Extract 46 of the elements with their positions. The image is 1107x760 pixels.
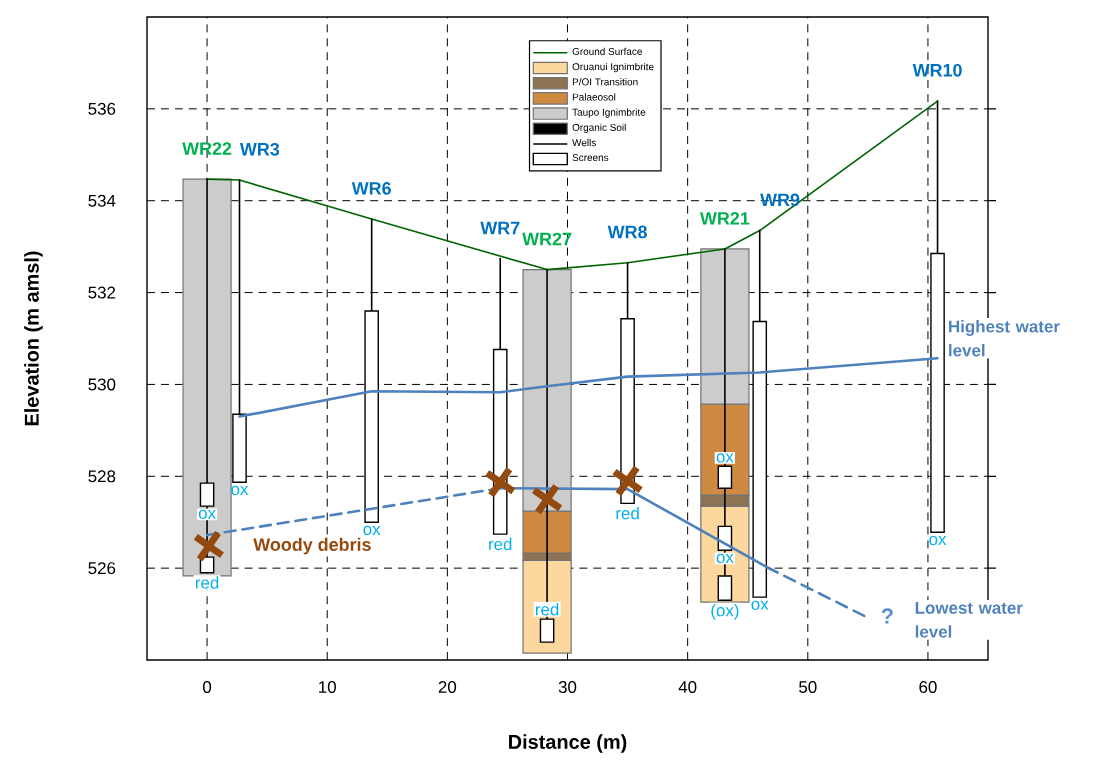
data-label: ox <box>716 453 734 463</box>
series-label: Woody debris <box>253 537 371 555</box>
y-tick-label: 534 <box>88 194 116 207</box>
y-tick-label: 536 <box>88 102 116 115</box>
data-label: ox <box>198 509 216 519</box>
annotation: WR21 <box>700 212 750 225</box>
x-tick-label: 30 <box>558 681 577 694</box>
x-tick-label: 20 <box>438 681 457 694</box>
annotation: WR3 <box>239 142 280 156</box>
legend-label: P/OI Transition <box>572 78 638 86</box>
y-axis-title: Elevation (m amsl) <box>24 251 43 426</box>
x-axis-title: Distance (m) <box>509 734 627 753</box>
y-tick-label: 532 <box>88 286 116 299</box>
annotation: ? <box>881 608 893 624</box>
data-label: ox <box>929 535 947 546</box>
x-tick-label: 50 <box>799 681 817 694</box>
legend-label: Organic Soil <box>572 123 626 133</box>
data-label: ox <box>716 553 734 564</box>
legend-label: Screens <box>572 154 609 162</box>
legend-label: Palaeosol <box>572 93 616 101</box>
data-label: (ox) <box>711 603 739 620</box>
x-tick-label: 10 <box>319 681 336 694</box>
data-label: ox <box>751 600 769 610</box>
data-label: red <box>535 603 559 616</box>
series-label: Highest water level <box>949 320 1060 357</box>
annotation: WR27 <box>522 232 572 246</box>
annotation: WR6 <box>351 181 391 195</box>
legend-label: Ground Surface <box>572 47 642 56</box>
x-tick-label: 60 <box>919 681 937 694</box>
x-tick-label: 40 <box>678 681 697 694</box>
legend-label: Wells <box>572 138 596 147</box>
legend-label: Taupo Ignimbrite <box>572 108 646 118</box>
data-label: ox <box>363 525 381 536</box>
x-tick-label: 0 <box>203 681 212 694</box>
text: Lowest water level <box>915 602 1023 638</box>
annotation: WR8 <box>607 225 647 239</box>
annotation: WR7 <box>480 221 520 235</box>
annotation: WR22 <box>182 142 232 155</box>
data-label: ox <box>231 485 249 496</box>
y-tick-label: 526 <box>88 562 116 575</box>
legend-label: Oruanui Ignimbrite <box>572 62 654 73</box>
data-label: red <box>195 576 219 589</box>
y-tick-label: 528 <box>88 470 116 483</box>
data-label: red <box>489 537 512 551</box>
y-tick-label: 530 <box>88 378 116 391</box>
data-label: red <box>616 506 639 520</box>
